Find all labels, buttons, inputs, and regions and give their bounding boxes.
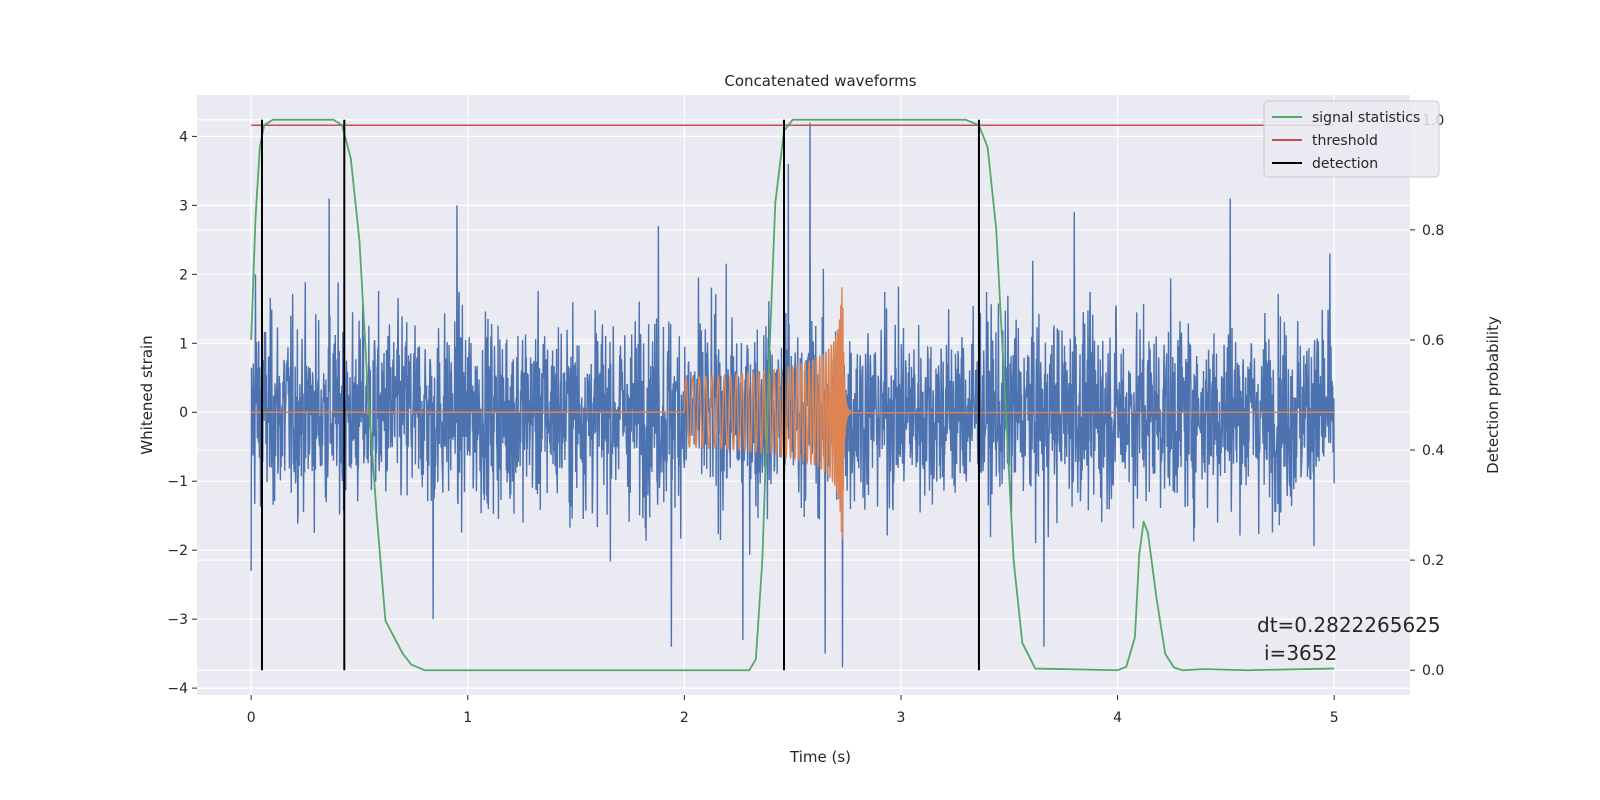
series-layer	[250, 118, 1335, 672]
legend-label-threshold: threshold	[1312, 133, 1378, 149]
x-tick-label: 1	[463, 710, 472, 726]
y-tick-label: 2	[179, 267, 188, 283]
y-tick-label: −4	[167, 681, 188, 697]
legend-label-signal-statistics: signal statistics	[1312, 110, 1420, 126]
y2-tick-label: 0.0	[1422, 663, 1444, 679]
y-tick-label: 0	[179, 405, 188, 421]
x-tick-label: 5	[1330, 710, 1339, 726]
x-tick-label: 4	[1113, 710, 1122, 726]
y-tick-label: 4	[179, 129, 188, 145]
y2-tick-label: 0.4	[1422, 443, 1444, 459]
y-tick-label: −2	[167, 543, 188, 559]
legend-label-detection: detection	[1312, 156, 1378, 172]
x-tick-label: 2	[680, 710, 689, 726]
y-tick-label: −1	[167, 474, 188, 490]
chart-title: Concatenated waveforms	[724, 72, 916, 90]
legend: signal statistics threshold detection	[1263, 100, 1440, 178]
x-tick-label: 3	[897, 710, 906, 726]
legend-box	[1263, 100, 1440, 178]
annotation-dt: dt=0.2822265625	[1257, 613, 1441, 637]
x-axis-label: Time (s)	[789, 748, 851, 766]
y-axis-label: Whitened strain	[138, 335, 156, 454]
y-tick-label: 3	[179, 198, 188, 214]
x-tick-label: 0	[247, 710, 256, 726]
y2-tick-label: 0.6	[1422, 333, 1444, 349]
annotation-index: i=3652	[1264, 641, 1337, 665]
y-tick-label: 1	[179, 336, 188, 352]
y-tick-label: −3	[167, 612, 188, 628]
y2-tick-label: 0.2	[1422, 553, 1444, 569]
y2-axis-label: Detection probability	[1484, 316, 1502, 474]
y2-tick-label: 0.8	[1422, 223, 1444, 239]
